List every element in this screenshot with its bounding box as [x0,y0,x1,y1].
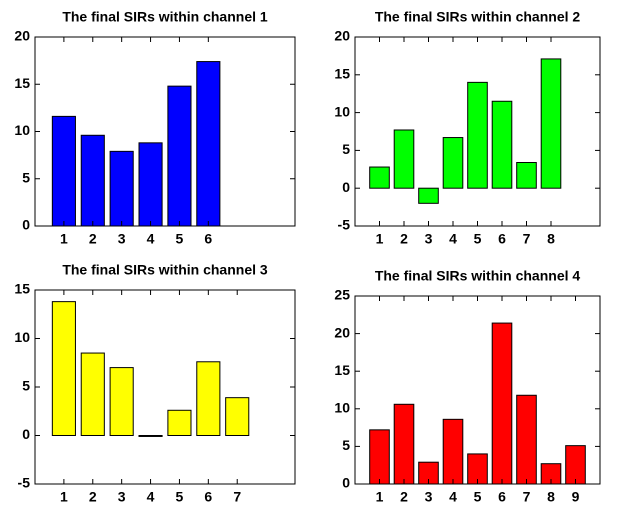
y-tick-label: 15 [334,362,350,378]
x-tick-label: 5 [176,489,184,505]
y-tick-label: 5 [342,141,350,157]
x-tick-label: 4 [147,489,155,505]
y-tick-label: 25 [334,287,350,303]
bar [565,445,586,485]
bar [51,115,76,227]
bar [491,100,513,189]
bar [109,367,134,437]
y-tick-label: 10 [14,122,30,138]
x-tick-label: 1 [376,489,384,505]
y-tick-label: 5 [342,437,350,453]
bar [442,137,464,189]
x-tick-label: 3 [425,231,433,247]
x-tick-label: 6 [498,489,506,505]
x-tick-label: 3 [425,489,433,505]
y-tick-label: -5 [338,217,351,233]
x-tick-label: 6 [204,231,212,247]
bar [167,409,192,436]
y-tick-label: 20 [334,324,350,340]
bar [393,129,415,189]
y-tick-label: 0 [22,426,30,442]
y-tick-label: 20 [14,28,30,44]
chart-title: The final SIRs within channel 3 [62,262,268,278]
bar [80,134,105,227]
y-tick-label: 15 [334,66,350,82]
bar [51,301,76,437]
x-tick-label: 7 [523,231,531,247]
y-tick-label: 10 [14,329,30,345]
bar [418,187,439,204]
bar [369,166,390,189]
x-tick-label: 2 [89,231,97,247]
y-tick-label: 0 [22,217,30,233]
chart-title: The final SIRs within channel 1 [62,9,268,25]
y-tick-label: 5 [22,169,30,185]
bar [369,429,390,485]
y-tick-label: 15 [14,281,30,297]
x-tick-label: 6 [498,231,506,247]
y-tick-label: 0 [342,475,350,491]
x-tick-label: 4 [449,231,457,247]
plot-area [35,37,295,226]
x-tick-label: 1 [376,231,384,247]
bar [138,142,163,227]
bar [80,352,105,436]
x-tick-label: 8 [547,231,555,247]
chart-title: The final SIRs within channel 4 [375,268,581,284]
bar [393,403,415,485]
bar [225,397,250,437]
bar [167,85,192,227]
x-tick-label: 6 [204,489,212,505]
bar [109,150,134,227]
x-tick-label: 7 [523,489,531,505]
x-tick-label: 4 [449,489,457,505]
x-tick-label: 3 [118,489,126,505]
bar [491,322,513,485]
bar [196,61,221,227]
x-tick-label: 1 [60,489,68,505]
y-tick-label: 15 [14,75,30,91]
y-tick-label: 0 [342,179,350,195]
x-tick-label: 5 [474,489,482,505]
x-tick-label: 9 [572,489,580,505]
y-tick-label: 10 [334,103,350,119]
x-tick-label: 7 [233,489,241,505]
bar [516,161,537,189]
bar [442,418,464,485]
bar [516,394,537,485]
x-tick-label: 5 [176,231,184,247]
bar [196,361,221,436]
x-tick-label: 4 [147,231,155,247]
y-tick-label: 10 [334,400,350,416]
x-tick-label: 1 [60,231,68,247]
y-tick-label: -5 [18,475,31,491]
plot-area [35,290,295,484]
x-tick-label: 3 [118,231,126,247]
y-tick-label: 20 [334,28,350,44]
x-tick-label: 2 [89,489,97,505]
bar [540,58,562,189]
chart-title: The final SIRs within channel 2 [375,9,581,25]
bar [138,435,163,437]
bar [467,81,488,189]
x-tick-label: 2 [400,231,408,247]
x-tick-label: 8 [547,489,555,505]
y-tick-label: 5 [22,378,30,394]
x-tick-label: 2 [400,489,408,505]
x-tick-label: 5 [474,231,482,247]
